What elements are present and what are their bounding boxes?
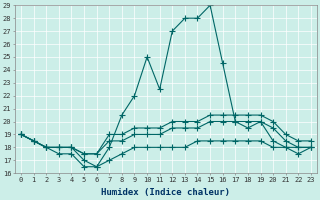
X-axis label: Humidex (Indice chaleur): Humidex (Indice chaleur)	[101, 188, 230, 197]
